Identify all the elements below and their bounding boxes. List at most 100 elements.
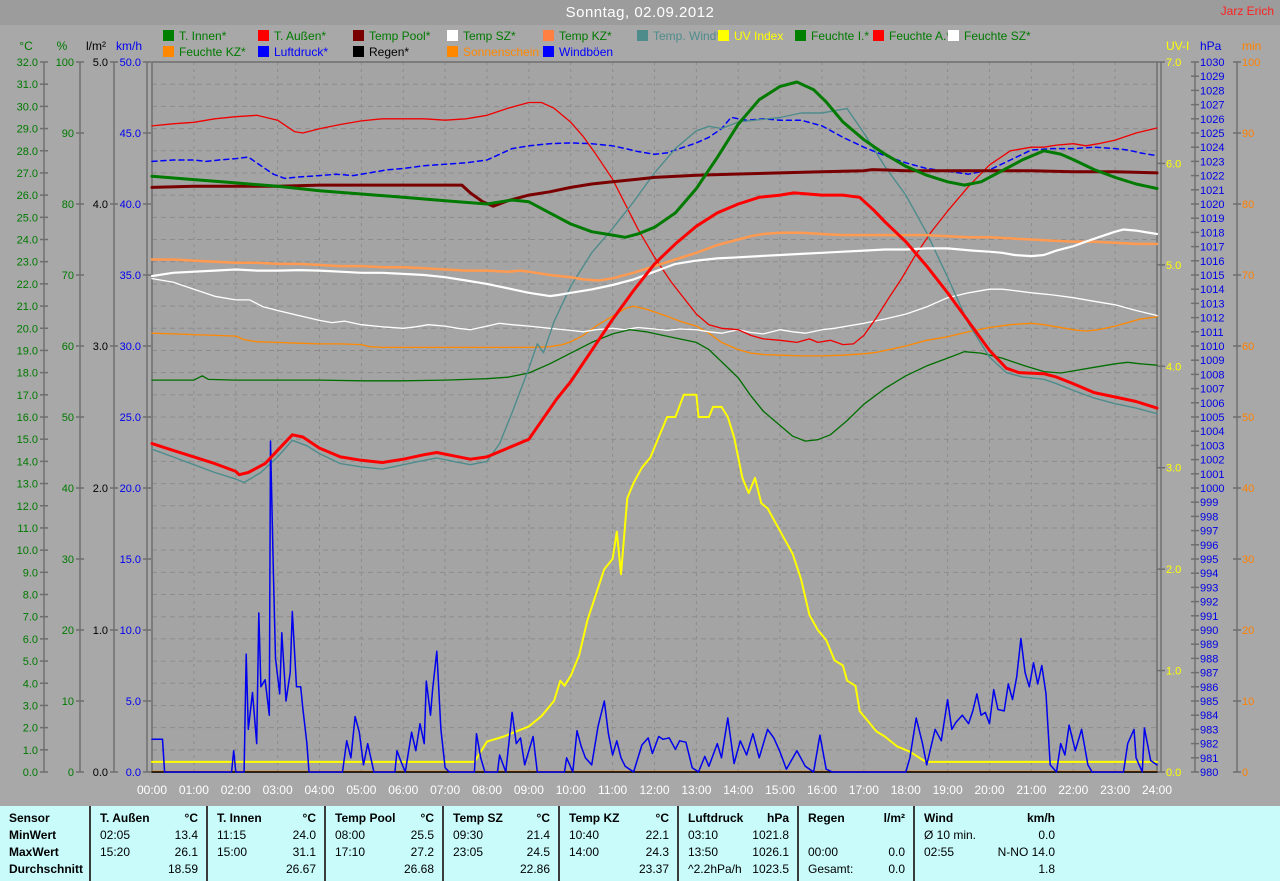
table-cell: 18.59 xyxy=(167,862,198,876)
axis-tick-label: 40.0 xyxy=(120,199,141,211)
title-bar: Sonntag, 02.09.2012 Jarz Erich xyxy=(0,0,1280,25)
axis-tick-label: 1019 xyxy=(1200,213,1224,225)
axis-tick-label: 20 xyxy=(62,625,74,637)
axis-tick-label: 7.0 xyxy=(23,612,38,624)
axis-tick-label: 1020 xyxy=(1200,199,1224,211)
x-axis-label: 19:00 xyxy=(933,783,963,797)
page-title: Sonntag, 02.09.2012 xyxy=(565,4,715,21)
x-axis-label: 12:00 xyxy=(639,783,669,797)
series-windb-en xyxy=(151,440,1158,773)
axis-tick-label: 30.0 xyxy=(17,101,38,113)
axis-tick-label: 1001 xyxy=(1200,469,1224,481)
table-cell: 0.0 xyxy=(1038,828,1055,842)
axis-tick-label: 23.0 xyxy=(17,257,38,269)
legend-label: Regen* xyxy=(369,45,410,59)
axis-tick-label: 17.0 xyxy=(17,390,38,402)
axis-tick-label: 15.0 xyxy=(17,434,38,446)
series-feuchte-i- xyxy=(151,329,1158,442)
axis-tick-label: 50 xyxy=(1242,412,1254,424)
axis-tick-label: 21.0 xyxy=(17,301,38,313)
table-cell: 1023.5 xyxy=(752,862,789,876)
axis-tick-label: 990 xyxy=(1200,625,1218,637)
series-swatch xyxy=(353,30,364,41)
legend-item: T. Innen* xyxy=(163,29,226,43)
table-cell: °C xyxy=(184,811,198,825)
legend-label: Sonnenschein xyxy=(463,45,540,59)
axis-tick-label: 13.0 xyxy=(17,479,38,491)
legend-item: Windböen xyxy=(543,45,613,59)
series-feuchte-kz xyxy=(151,305,1158,357)
axis-tick-label: 993 xyxy=(1200,582,1218,594)
x-axis-label: 11:00 xyxy=(598,783,627,797)
axis-tick-label: 26.0 xyxy=(17,190,38,202)
x-axis-label: 20:00 xyxy=(974,783,1004,797)
x-axis-label: 04:00 xyxy=(304,783,334,797)
axis-tick-label: 1028 xyxy=(1200,85,1224,97)
table-cell: hPa xyxy=(766,811,789,825)
table-cell: ^2.2hPa/h xyxy=(688,862,742,876)
axis-tick-label: 1003 xyxy=(1200,440,1224,452)
series-feuchte-sz xyxy=(151,277,1158,335)
axis-tick-label: 3.0 xyxy=(23,700,38,712)
axis-tick-label: 9.0 xyxy=(23,567,38,579)
axis-tick-label: 50 xyxy=(62,412,74,424)
legend-label: Temp KZ* xyxy=(559,29,612,43)
weather-chart: 32.0 31.0 30.0 29.0 28.0 27.0 26.0 25.0 24.0 23.0… xyxy=(17,39,1262,797)
axis-tick-label: 1024 xyxy=(1200,142,1224,154)
axis-tick-label: 18.0 xyxy=(17,368,38,380)
table-row-label: Durchschnitt xyxy=(9,862,84,876)
series-temp-kz xyxy=(150,231,1159,282)
legend-item: UV Index xyxy=(718,29,784,43)
table-cell: 24.3 xyxy=(645,845,669,859)
table-cell: Wind xyxy=(924,811,954,825)
series-uv-index xyxy=(151,393,1158,763)
axis-tick-label: 983 xyxy=(1200,724,1218,736)
axis-tick-label: 2.0 xyxy=(93,483,108,495)
series-swatch xyxy=(795,30,806,41)
x-axis-label: 09:00 xyxy=(514,783,544,797)
chart-legend: T. Innen* T. Außen* Temp Pool* Temp SZ* Temp… xyxy=(0,0,1280,60)
table-filler xyxy=(1063,806,1280,881)
x-axis-label: 23:00 xyxy=(1100,783,1130,797)
axis-tick-label: 19.0 xyxy=(17,345,38,357)
legend-item: Regen* xyxy=(353,45,410,59)
x-axis-label: 17:00 xyxy=(849,783,879,797)
axis-tick-label: 1022 xyxy=(1200,171,1224,183)
axis-tick-label: 3.0 xyxy=(93,341,108,353)
series-t-innen xyxy=(150,80,1159,239)
axis-tick-label: 2.0 xyxy=(23,723,38,735)
series-swatch xyxy=(447,46,458,57)
table-cell: Gesamt: xyxy=(808,862,854,876)
axis-tick-label: 1002 xyxy=(1200,455,1224,467)
axis-tick-label: 1009 xyxy=(1200,355,1224,367)
legend-label: Feuchte A.* xyxy=(889,29,952,43)
series-swatch xyxy=(163,30,174,41)
series-swatch xyxy=(543,46,554,57)
table-cell: 09:30 xyxy=(453,828,484,842)
axis-tick-label: 11.0 xyxy=(17,523,38,535)
table-cell: 11:15 xyxy=(217,828,247,842)
table-cell: 22.1 xyxy=(645,828,669,842)
axis-tick-label: 984 xyxy=(1200,710,1218,722)
x-axis-label: 06:00 xyxy=(388,783,418,797)
table-cell: °C xyxy=(655,811,669,825)
axis-tick-label: 70 xyxy=(1242,270,1254,282)
series-swatch xyxy=(353,46,364,57)
table-cell: 21.4 xyxy=(526,828,550,842)
table-cell: 26.68 xyxy=(403,862,434,876)
axis-tick-label: 981 xyxy=(1200,753,1218,765)
axis-tick-label: 30.0 xyxy=(120,341,141,353)
axis-tick-label: 5.0 xyxy=(126,696,141,708)
table-row-label: MinWert xyxy=(9,828,57,842)
table-cell: 24.5 xyxy=(526,845,550,859)
axis-tick-label: 1000 xyxy=(1200,483,1224,495)
axis-tick-label: 14.0 xyxy=(17,456,38,468)
axis-tick-label: 4.0 xyxy=(23,678,38,690)
axis-tick-label: 0 xyxy=(68,767,74,779)
table-cell: 14:00 xyxy=(569,845,600,859)
axis-tick-label: 991 xyxy=(1200,611,1218,623)
series-swatch xyxy=(258,46,269,57)
legend-label: UV Index xyxy=(734,29,784,43)
series-swatch xyxy=(447,30,458,41)
